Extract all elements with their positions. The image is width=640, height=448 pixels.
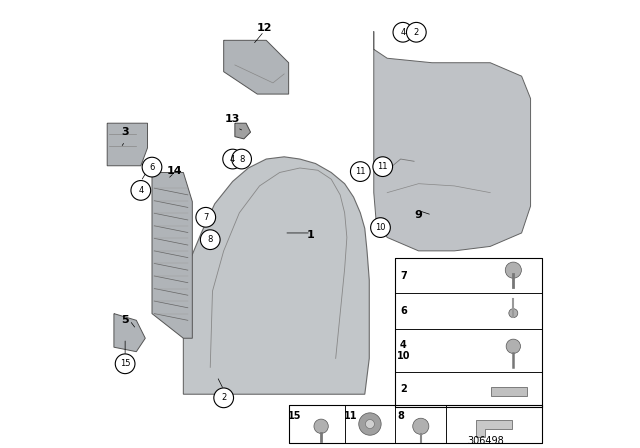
Bar xyxy=(446,405,541,443)
Text: 4
10: 4 10 xyxy=(397,340,410,362)
Text: 2: 2 xyxy=(400,384,406,394)
PathPatch shape xyxy=(152,172,192,338)
PathPatch shape xyxy=(108,123,148,166)
Text: 2: 2 xyxy=(413,28,419,37)
Text: 6: 6 xyxy=(149,163,155,172)
Bar xyxy=(396,258,541,407)
Circle shape xyxy=(365,419,374,428)
Text: 14: 14 xyxy=(166,166,182,176)
Circle shape xyxy=(214,388,234,408)
Bar xyxy=(345,405,396,443)
Bar xyxy=(289,405,344,443)
PathPatch shape xyxy=(114,314,145,352)
Text: 8: 8 xyxy=(397,411,404,421)
Circle shape xyxy=(413,418,429,435)
Bar xyxy=(396,372,541,407)
Bar xyxy=(396,293,541,329)
Text: 15: 15 xyxy=(288,411,301,421)
Text: 15: 15 xyxy=(120,359,131,368)
Circle shape xyxy=(196,207,216,227)
Text: 5: 5 xyxy=(122,315,129,325)
Circle shape xyxy=(314,419,328,434)
Circle shape xyxy=(131,181,150,200)
Text: 8: 8 xyxy=(207,235,213,244)
Circle shape xyxy=(223,149,243,169)
Circle shape xyxy=(351,162,370,181)
Text: 6: 6 xyxy=(400,306,406,316)
Circle shape xyxy=(232,149,252,169)
Text: 4: 4 xyxy=(400,28,406,37)
PathPatch shape xyxy=(224,40,289,94)
PathPatch shape xyxy=(235,123,251,139)
Text: 3: 3 xyxy=(122,127,129,137)
Text: 11: 11 xyxy=(344,411,357,421)
Text: 12: 12 xyxy=(256,23,272,33)
Bar xyxy=(289,405,541,443)
Circle shape xyxy=(359,413,381,435)
Text: 7: 7 xyxy=(400,271,406,280)
Text: 10: 10 xyxy=(375,223,386,232)
Circle shape xyxy=(393,22,413,42)
Text: 13: 13 xyxy=(225,114,241,124)
Text: 1: 1 xyxy=(307,230,315,240)
Text: 4: 4 xyxy=(230,155,236,164)
Text: 4: 4 xyxy=(138,186,143,195)
Circle shape xyxy=(506,339,520,353)
Text: 9: 9 xyxy=(415,210,422,220)
Polygon shape xyxy=(491,387,527,396)
Polygon shape xyxy=(476,420,512,437)
PathPatch shape xyxy=(184,157,369,394)
Circle shape xyxy=(505,262,522,278)
Text: 11: 11 xyxy=(355,167,365,176)
Circle shape xyxy=(142,157,162,177)
Text: 8: 8 xyxy=(239,155,244,164)
Circle shape xyxy=(371,218,390,237)
Text: 7: 7 xyxy=(203,213,209,222)
Circle shape xyxy=(200,230,220,250)
Circle shape xyxy=(115,354,135,374)
Text: 306498: 306498 xyxy=(467,436,504,446)
Circle shape xyxy=(373,157,392,177)
Text: 11: 11 xyxy=(378,162,388,171)
Bar xyxy=(396,329,541,372)
Text: 2: 2 xyxy=(221,393,227,402)
PathPatch shape xyxy=(374,31,531,251)
Circle shape xyxy=(509,309,518,318)
Bar xyxy=(396,405,446,443)
Bar xyxy=(396,258,541,293)
Circle shape xyxy=(406,22,426,42)
